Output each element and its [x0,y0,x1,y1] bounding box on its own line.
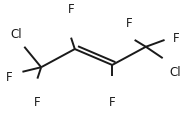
Text: F: F [109,95,116,108]
Text: Cl: Cl [170,66,181,79]
Text: Cl: Cl [10,27,22,40]
Text: F: F [6,70,12,83]
Text: F: F [34,95,41,108]
Text: F: F [173,32,180,45]
Text: F: F [126,16,132,29]
Text: F: F [68,3,74,16]
